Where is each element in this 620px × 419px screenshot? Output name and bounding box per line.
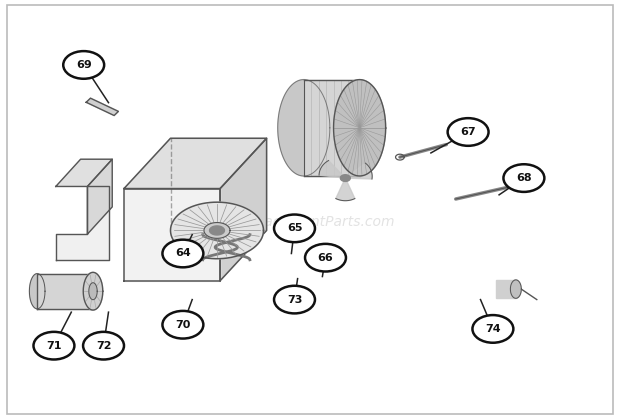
- Polygon shape: [87, 159, 112, 234]
- Polygon shape: [89, 283, 97, 300]
- Polygon shape: [319, 160, 345, 178]
- Text: 68: 68: [516, 173, 532, 183]
- Text: 66: 66: [317, 253, 334, 263]
- Circle shape: [503, 164, 544, 192]
- Polygon shape: [56, 186, 108, 260]
- Circle shape: [83, 332, 124, 360]
- Polygon shape: [86, 98, 118, 116]
- Polygon shape: [220, 138, 267, 281]
- Circle shape: [305, 244, 346, 272]
- Polygon shape: [29, 274, 45, 309]
- Polygon shape: [345, 163, 372, 179]
- Polygon shape: [496, 280, 516, 298]
- Polygon shape: [340, 175, 350, 181]
- Circle shape: [274, 286, 315, 313]
- Polygon shape: [83, 272, 103, 310]
- Polygon shape: [56, 159, 112, 186]
- FancyBboxPatch shape: [7, 5, 613, 414]
- Polygon shape: [124, 189, 220, 281]
- Polygon shape: [278, 80, 330, 176]
- Polygon shape: [37, 274, 93, 309]
- Text: 69: 69: [76, 60, 92, 70]
- Circle shape: [162, 240, 203, 267]
- Circle shape: [63, 51, 104, 79]
- Polygon shape: [204, 222, 230, 238]
- Text: 65: 65: [286, 223, 303, 233]
- Circle shape: [274, 215, 315, 242]
- Circle shape: [33, 332, 74, 360]
- Text: 74: 74: [485, 324, 501, 334]
- Text: 67: 67: [460, 127, 476, 137]
- Text: 71: 71: [46, 341, 61, 351]
- Text: 70: 70: [175, 320, 190, 330]
- Circle shape: [162, 311, 203, 339]
- Polygon shape: [170, 202, 264, 259]
- Circle shape: [472, 315, 513, 343]
- Text: 73: 73: [287, 295, 302, 305]
- Polygon shape: [210, 226, 224, 235]
- Text: 64: 64: [175, 248, 191, 259]
- Polygon shape: [304, 80, 360, 176]
- Polygon shape: [510, 280, 521, 298]
- Text: 72: 72: [95, 341, 112, 351]
- Polygon shape: [336, 178, 355, 201]
- Text: eReplacementParts.com: eReplacementParts.com: [225, 215, 395, 229]
- Polygon shape: [334, 80, 386, 176]
- Polygon shape: [124, 138, 267, 189]
- Circle shape: [448, 118, 489, 146]
